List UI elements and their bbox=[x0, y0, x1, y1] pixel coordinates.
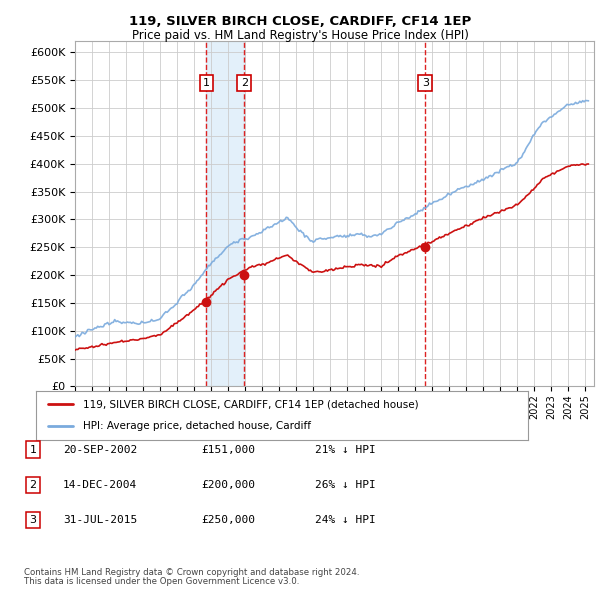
Text: 1: 1 bbox=[203, 78, 210, 88]
Text: Contains HM Land Registry data © Crown copyright and database right 2024.: Contains HM Land Registry data © Crown c… bbox=[24, 568, 359, 577]
Text: This data is licensed under the Open Government Licence v3.0.: This data is licensed under the Open Gov… bbox=[24, 578, 299, 586]
Text: Price paid vs. HM Land Registry's House Price Index (HPI): Price paid vs. HM Land Registry's House … bbox=[131, 30, 469, 42]
Text: 14-DEC-2004: 14-DEC-2004 bbox=[63, 480, 137, 490]
Text: 2: 2 bbox=[29, 480, 37, 490]
Text: 3: 3 bbox=[422, 78, 428, 88]
Text: 31-JUL-2015: 31-JUL-2015 bbox=[63, 516, 137, 525]
Text: 21% ↓ HPI: 21% ↓ HPI bbox=[315, 445, 376, 454]
Text: 2: 2 bbox=[241, 78, 248, 88]
Text: 119, SILVER BIRCH CLOSE, CARDIFF, CF14 1EP (detached house): 119, SILVER BIRCH CLOSE, CARDIFF, CF14 1… bbox=[83, 399, 418, 409]
Text: 20-SEP-2002: 20-SEP-2002 bbox=[63, 445, 137, 454]
Text: 3: 3 bbox=[29, 516, 37, 525]
Text: £151,000: £151,000 bbox=[201, 445, 255, 454]
Text: 1: 1 bbox=[29, 445, 37, 454]
Bar bbox=[206, 41, 244, 386]
Text: HPI: Average price, detached house, Cardiff: HPI: Average price, detached house, Card… bbox=[83, 421, 311, 431]
Text: £250,000: £250,000 bbox=[201, 516, 255, 525]
Text: 24% ↓ HPI: 24% ↓ HPI bbox=[315, 516, 376, 525]
Text: 119, SILVER BIRCH CLOSE, CARDIFF, CF14 1EP: 119, SILVER BIRCH CLOSE, CARDIFF, CF14 1… bbox=[129, 15, 471, 28]
Text: 26% ↓ HPI: 26% ↓ HPI bbox=[315, 480, 376, 490]
Text: £200,000: £200,000 bbox=[201, 480, 255, 490]
